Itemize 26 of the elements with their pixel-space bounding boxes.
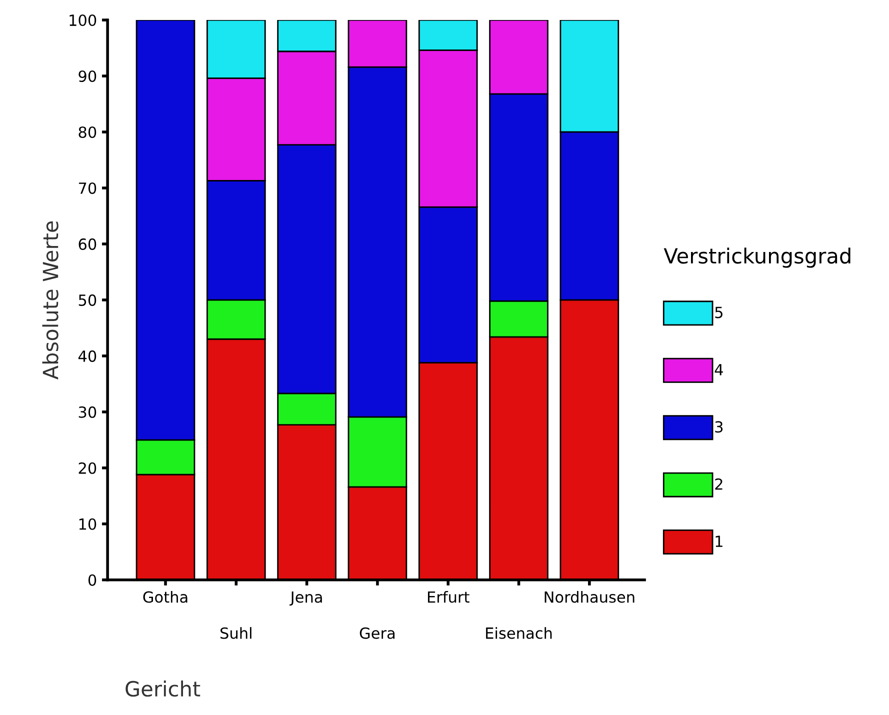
y-tick-label: 20 xyxy=(78,462,96,474)
y-tick-label: 100 xyxy=(70,14,96,26)
y-tick-label: 60 xyxy=(78,238,96,250)
x-tick-label: Jena xyxy=(290,591,322,606)
legend-label: 3 xyxy=(715,421,723,433)
x-tick-label: Erfurt xyxy=(428,590,470,603)
y-tick-label: 40 xyxy=(78,350,96,362)
legend-label: 4 xyxy=(714,364,723,376)
x-axis-title: Gericht xyxy=(126,680,200,697)
legend-label: 5 xyxy=(715,306,722,318)
x-tick-label: Nordhausen xyxy=(544,590,634,603)
y-tick-label: 0 xyxy=(88,574,96,586)
x-tick-label: Suhl xyxy=(220,627,252,639)
x-tick-label: Gotha xyxy=(143,590,188,603)
y-tick-label: 90 xyxy=(78,70,96,82)
legend-label: 1 xyxy=(716,536,722,547)
y-axis-title: Absolute Werte xyxy=(42,221,58,380)
y-tick-label: 70 xyxy=(78,182,96,194)
x-tick-label: Gera xyxy=(360,627,395,639)
y-tick-label: 30 xyxy=(78,406,96,418)
legend-title: Verstrickungsgrad xyxy=(664,248,850,268)
y-tick-label: 80 xyxy=(78,126,96,138)
x-tick-label: Eisenach xyxy=(486,627,552,639)
legend-label: 2 xyxy=(715,478,722,490)
y-tick-label: 10 xyxy=(79,518,96,530)
y-tick-label: 50 xyxy=(78,294,96,306)
